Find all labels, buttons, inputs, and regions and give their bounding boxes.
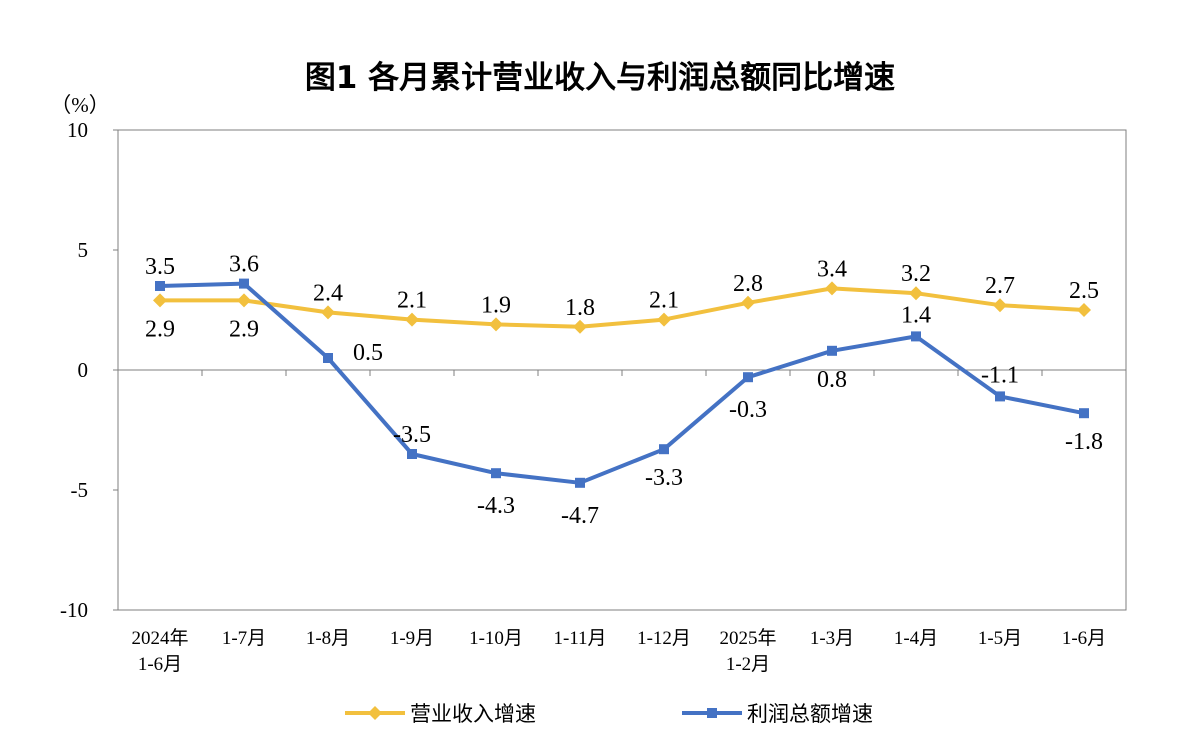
x-tick-label: 1-2月 (726, 654, 770, 675)
data-point-marker (489, 317, 503, 332)
data-label: -0.3 (729, 397, 767, 423)
data-point-marker (153, 293, 167, 308)
x-tick-label: 1-11月 (553, 628, 606, 649)
data-point-marker (575, 477, 585, 488)
data-point-marker (995, 391, 1005, 402)
data-label: 0.5 (353, 340, 383, 366)
x-tick-label: 1-8月 (306, 628, 350, 649)
series-line-1 (159, 281, 1085, 485)
data-label: 1.9 (481, 292, 511, 318)
data-point-marker (407, 449, 417, 459)
data-point-marker (993, 298, 1007, 313)
legend-item-profit: 利润总额增速 (682, 702, 873, 726)
square-marker-icon (707, 708, 717, 718)
data-label: 3.6 (229, 252, 259, 278)
data-point-marker (405, 312, 419, 327)
data-point-marker (825, 281, 839, 296)
data-point-marker (1079, 408, 1089, 419)
y-tick-label: 5 (78, 238, 89, 262)
data-label: 3.5 (145, 254, 175, 280)
data-point-marker (239, 278, 249, 289)
data-point-marker (491, 468, 501, 479)
data-label: -4.7 (561, 503, 599, 529)
x-tick-label: 1-6月 (138, 654, 182, 675)
data-point-marker (155, 281, 165, 291)
x-tick-label: 1-10月 (469, 628, 523, 649)
legend-label-profit: 利润总额增速 (747, 702, 873, 726)
data-label: 2.9 (145, 316, 175, 342)
y-tick-label: 0 (78, 358, 89, 382)
data-label: -3.5 (393, 422, 431, 448)
x-tick-label: 1-3月 (810, 628, 854, 649)
diamond-marker-icon (368, 706, 382, 720)
data-point-marker (657, 312, 671, 327)
data-point-marker (743, 372, 753, 383)
data-label: 0.8 (817, 367, 847, 393)
x-tick-label: 1-6月 (1062, 628, 1106, 649)
data-label: 2.4 (313, 280, 343, 306)
data-point-marker (741, 295, 755, 310)
legend-label-revenue: 营业收入增速 (410, 702, 536, 726)
x-tick-label: 1-9月 (390, 628, 434, 649)
data-point-marker (1077, 303, 1091, 317)
data-label: 1.4 (901, 302, 931, 328)
x-tick-label: 2024年 (131, 627, 188, 649)
x-tick-label: 1-7月 (222, 628, 266, 649)
data-label: 3.2 (901, 261, 931, 287)
y-tick-label: -5 (71, 478, 89, 502)
data-point-marker (237, 293, 251, 308)
data-label: 2.1 (649, 288, 679, 314)
data-label: 3.4 (817, 256, 847, 282)
data-label: 2.7 (985, 273, 1015, 299)
y-unit-label: （%） (50, 93, 110, 117)
chart-title: 图1 各月累计营业收入与利润总额同比增速 (305, 60, 895, 96)
data-label: 2.9 (229, 316, 259, 342)
data-label: -1.8 (1065, 429, 1103, 455)
y-tick-label: -10 (60, 598, 88, 622)
x-tick-label: 2025年 (719, 627, 776, 649)
data-point-marker (911, 331, 921, 342)
series-line-0 (160, 286, 1085, 329)
data-point-marker (659, 444, 669, 455)
data-label: 2.1 (397, 288, 427, 314)
data-point-marker (573, 319, 587, 334)
data-point-marker (323, 353, 333, 363)
data-label: -1.1 (981, 362, 1019, 388)
x-tick-label: 1-4月 (894, 628, 938, 649)
data-label: -4.3 (477, 493, 515, 519)
data-point-marker (827, 345, 837, 356)
data-label: 2.5 (1069, 278, 1099, 304)
data-label: -3.3 (645, 465, 683, 491)
x-tick-label: 1-5月 (978, 628, 1022, 649)
legend-item-revenue: 营业收入增速 (345, 702, 536, 726)
x-tick-label: 1-12月 (637, 628, 691, 649)
y-tick-label: 10 (67, 118, 88, 142)
legend: 营业收入增速 利润总额增速 (345, 702, 873, 726)
data-label: 2.8 (733, 271, 763, 297)
data-point-marker (909, 286, 923, 301)
data-label: 1.8 (565, 295, 595, 321)
data-point-marker (321, 305, 335, 320)
